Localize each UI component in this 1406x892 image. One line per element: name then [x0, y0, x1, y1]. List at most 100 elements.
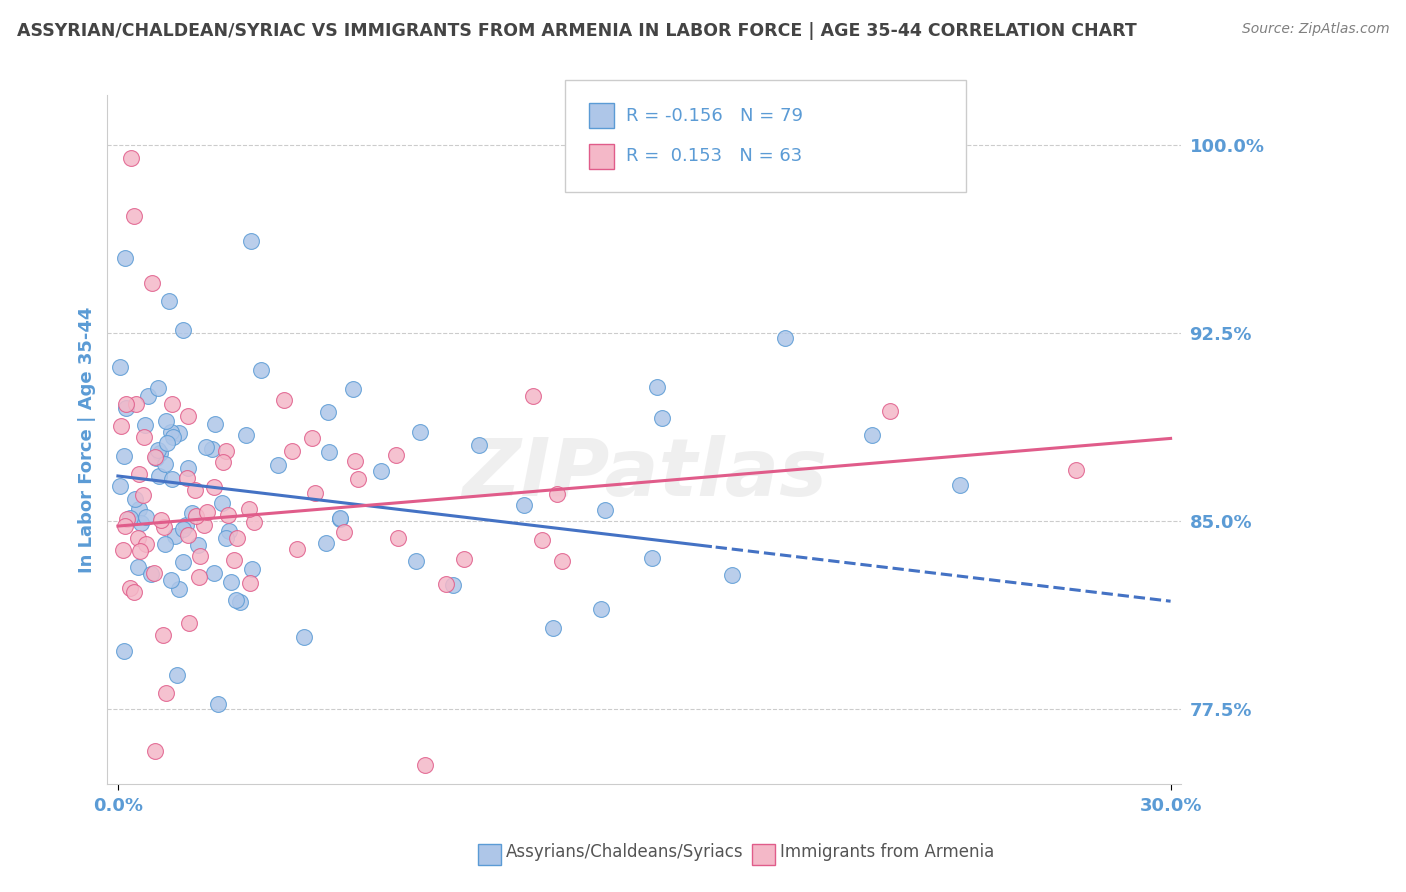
Point [329, 512, 352, 526]
Point [329, 511, 352, 525]
Point [127, 531, 149, 545]
Point [531, 533, 554, 548]
Point [160, 397, 183, 411]
Point [304, 486, 326, 500]
Point [167, 425, 190, 440]
Point [413, 758, 436, 772]
Point [235, 428, 257, 442]
Point [225, 531, 247, 545]
Point [287, 541, 309, 556]
Point [176, 471, 198, 485]
Point [651, 411, 673, 425]
Point [468, 438, 491, 452]
Y-axis label: In Labor Force | Age 35-44: In Labor Force | Age 35-44 [79, 307, 96, 573]
Point [143, 744, 166, 758]
Point [114, 519, 136, 533]
Point [441, 577, 464, 591]
Point [292, 630, 315, 644]
Point [114, 643, 136, 657]
Point [174, 518, 197, 533]
Point [225, 592, 247, 607]
Point [112, 450, 135, 464]
Point [219, 574, 242, 589]
Text: Assyrians/Chaldeans/Syriacs: Assyrians/Chaldeans/Syriacs [506, 843, 744, 861]
Point [152, 628, 174, 642]
Point [143, 450, 166, 464]
Point [128, 501, 150, 516]
Point [773, 331, 796, 345]
Point [218, 524, 240, 538]
Point [316, 405, 339, 419]
Point [214, 444, 236, 458]
Point [172, 522, 194, 536]
Point [162, 430, 184, 444]
Point [179, 616, 201, 631]
Point [125, 397, 148, 411]
Point [721, 567, 744, 582]
Text: Immigrants from Armenia: Immigrants from Armenia [780, 843, 994, 861]
Point [115, 512, 138, 526]
Point [115, 401, 138, 415]
Point [124, 209, 146, 223]
Point [153, 457, 176, 471]
Point [124, 492, 146, 507]
Point [120, 511, 142, 525]
Point [641, 551, 664, 566]
Point [195, 441, 218, 455]
Point [148, 443, 170, 458]
Point [879, 403, 901, 417]
Point [129, 516, 152, 530]
Point [136, 389, 159, 403]
Point [172, 323, 194, 337]
Point [114, 251, 136, 265]
Point [188, 570, 211, 584]
Point [135, 509, 157, 524]
Point [207, 697, 229, 711]
Point [202, 480, 225, 494]
Point [202, 566, 225, 580]
Point [177, 409, 200, 423]
Point [159, 425, 181, 439]
Point [215, 531, 238, 545]
Point [342, 382, 364, 396]
Point [149, 513, 172, 527]
Point [591, 601, 613, 615]
Point [181, 506, 204, 520]
Point [243, 516, 266, 530]
Point [145, 451, 167, 466]
Point [281, 444, 304, 458]
Point [135, 536, 157, 550]
Point [166, 668, 188, 682]
Point [132, 430, 155, 444]
Point [239, 234, 262, 248]
Point [195, 505, 218, 519]
Point [387, 531, 409, 545]
Point [217, 508, 239, 523]
Point [156, 436, 179, 450]
Point [127, 560, 149, 574]
Point [132, 488, 155, 502]
Point [128, 544, 150, 558]
Point [860, 428, 883, 442]
Point [512, 498, 534, 512]
Point [108, 478, 131, 492]
Point [593, 503, 616, 517]
Point [238, 502, 260, 516]
Point [318, 445, 340, 459]
Point [139, 567, 162, 582]
Point [453, 551, 475, 566]
Point [153, 520, 176, 534]
Point [148, 468, 170, 483]
Point [146, 381, 169, 395]
Point [111, 543, 134, 558]
Point [177, 528, 200, 542]
Point [183, 483, 205, 498]
Point [370, 464, 392, 478]
Point [149, 445, 172, 459]
Point [522, 389, 544, 403]
Point [332, 524, 354, 539]
Point [155, 686, 177, 700]
Point [551, 554, 574, 568]
Point [541, 621, 564, 635]
Point [128, 467, 150, 482]
